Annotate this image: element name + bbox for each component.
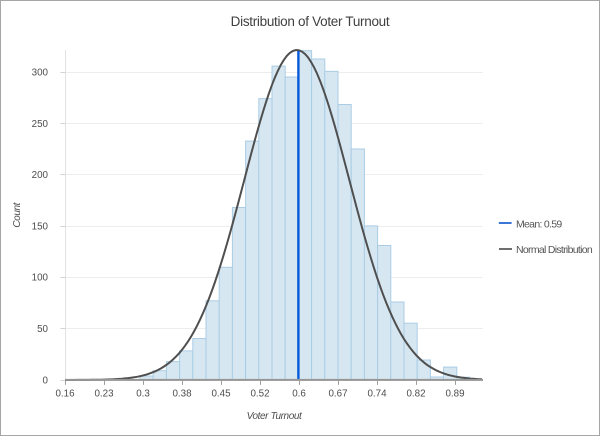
svg-text:0.89: 0.89 [445,389,464,400]
svg-text:200: 200 [32,170,49,181]
svg-text:150: 150 [32,221,49,232]
svg-text:Distribution of Voter Turnout: Distribution of Voter Turnout [231,14,390,29]
svg-text:300: 300 [32,68,49,79]
svg-text:Normal Distribution: Normal Distribution [516,244,593,256]
svg-text:0.3: 0.3 [136,389,150,400]
svg-text:0: 0 [43,375,49,386]
svg-text:100: 100 [32,273,49,284]
svg-text:0.6: 0.6 [292,389,306,400]
svg-text:50: 50 [37,324,48,335]
svg-text:0.74: 0.74 [367,389,387,400]
svg-text:Voter Turnout: Voter Turnout [247,411,303,422]
svg-text:250: 250 [32,119,49,130]
svg-text:0.23: 0.23 [94,389,114,400]
svg-text:Count: Count [12,201,23,227]
svg-text:0.82: 0.82 [406,389,425,400]
svg-text:0.52: 0.52 [250,389,269,400]
svg-text:0.67: 0.67 [328,389,347,400]
svg-text:0.45: 0.45 [211,389,231,400]
svg-text:0.16: 0.16 [55,389,75,400]
svg-text:0.38: 0.38 [172,389,192,400]
svg-text:Mean: 0.59: Mean: 0.59 [516,219,562,231]
